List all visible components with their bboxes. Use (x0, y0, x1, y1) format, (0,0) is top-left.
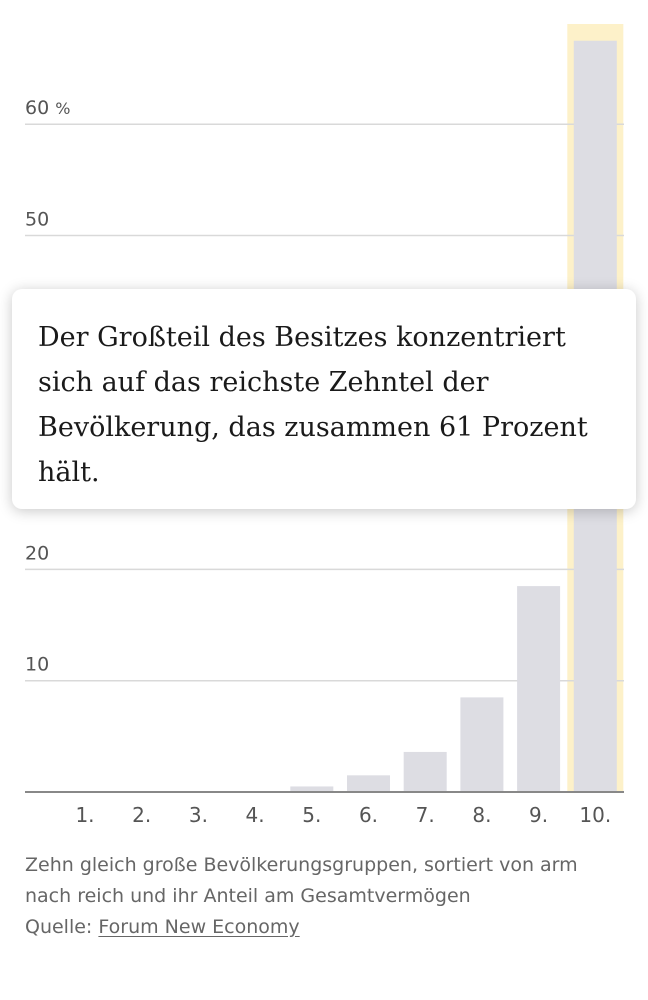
y-tick-label: 50 (25, 209, 49, 231)
x-tick-label: 8. (472, 803, 491, 827)
bar (403, 751, 447, 792)
annotation-tooltip: Der Großteil des Besitzes konzentriert s… (12, 289, 636, 509)
caption-source: Quelle: Forum New Economy (25, 912, 625, 943)
x-tick-label: 7. (416, 803, 435, 827)
y-unit-label: % (55, 99, 70, 118)
source-link[interactable]: Forum New Economy (98, 916, 300, 938)
x-tick-label: 2. (132, 803, 151, 827)
x-tick-label: 3. (189, 803, 208, 827)
y-tick-label: 20 (25, 542, 49, 564)
chart-caption: Zehn gleich große Bevölkerungsgruppen, s… (25, 850, 625, 943)
y-tick-label: 10 (25, 654, 49, 676)
x-tick-label: 5. (302, 803, 321, 827)
bar (460, 697, 504, 792)
x-tick-label: 6. (359, 803, 378, 827)
bar (290, 786, 334, 792)
caption-description: Zehn gleich große Bevölkerungsgruppen, s… (25, 854, 578, 907)
x-tick-label: 1. (75, 803, 94, 827)
x-tick-label: 9. (529, 803, 548, 827)
bar (517, 586, 561, 792)
source-label: Quelle: (25, 916, 93, 938)
tooltip-text: Der Großteil des Besitzes konzentriert s… (38, 322, 588, 488)
x-tick-label: 4. (246, 803, 265, 827)
bar (347, 775, 390, 792)
x-tick-label: 10. (579, 803, 611, 827)
y-tick-label: 60% (25, 97, 70, 119)
